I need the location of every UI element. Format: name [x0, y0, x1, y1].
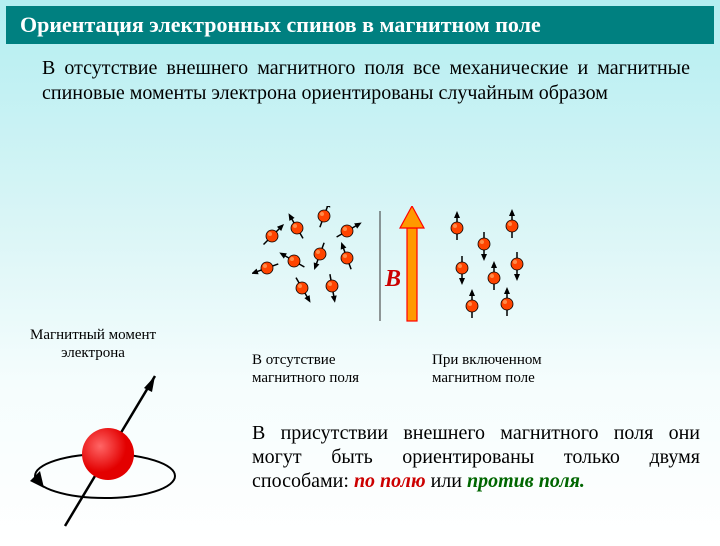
electron-moment-caption-l1: Магнитный момент [30, 327, 156, 343]
caption-with-field-l2: магнитном поле [432, 370, 535, 386]
caption-with-field-l1: При включенном [432, 352, 542, 368]
electron-moment-caption: Магнитный момент электрона [30, 326, 156, 362]
caption-no-field-l2: магнитного поля [252, 370, 359, 386]
caption-no-field: В отсутствие магнитного поля [252, 351, 359, 387]
para2-text-2: или [426, 470, 467, 492]
title-text: Ориентация электронных спинов в магнитно… [20, 12, 541, 37]
para2-emph-against: против поля. [467, 470, 585, 492]
electron-spin-illustration [20, 366, 200, 536]
caption-with-field: При включенном магнитном поле [432, 351, 542, 387]
title-bar: Ориентация электронных спинов в магнитно… [6, 6, 714, 44]
paragraph-1: В отсутствие внешнего магнитного поля вс… [42, 56, 690, 106]
caption-no-field-l1: В отсутствие [252, 352, 335, 368]
b-field-label: B [385, 266, 401, 293]
diagram-svg [252, 206, 552, 346]
electron-moment-caption-l2: электрона [61, 345, 125, 361]
para2-emph-along: по полю [354, 470, 426, 492]
paragraph-2: В присутствии внешнего магнитного поля о… [252, 421, 700, 493]
